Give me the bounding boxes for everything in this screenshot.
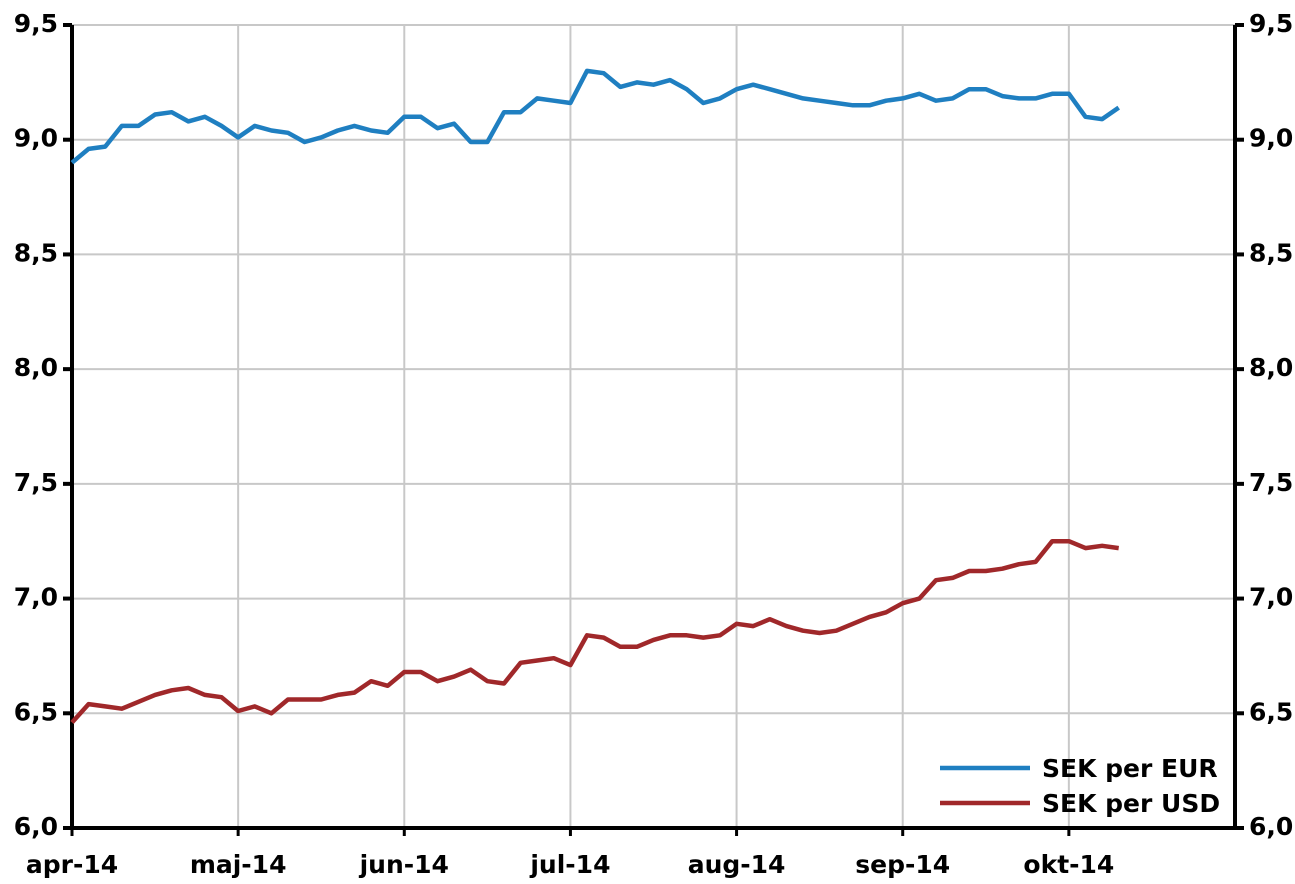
x-tick-label: sep-14 (855, 850, 950, 879)
y-tick-label: 7,0 (14, 583, 58, 612)
y2-tick-label: 8,5 (1249, 238, 1293, 267)
x-tick-label: okt-14 (1023, 850, 1114, 879)
y-tick-label: 9,0 (14, 124, 58, 153)
y-tick-label: 7,5 (14, 468, 58, 497)
y2-tick-label: 7,0 (1249, 583, 1293, 612)
y-tick-label: 6,0 (14, 812, 58, 841)
y2-tick-label: 6,0 (1249, 812, 1293, 841)
y2-tick-label: 9,5 (1249, 9, 1293, 38)
y-tick-label: 6,5 (14, 697, 58, 726)
y2-tick-label: 7,5 (1249, 468, 1293, 497)
x-tick-label: jun-14 (359, 850, 449, 879)
y2-tick-label: 9,0 (1249, 124, 1293, 153)
y-tick-label: 8,5 (14, 238, 58, 267)
x-tick-label: maj-14 (190, 850, 287, 879)
line-series (70, 538, 1120, 725)
y-tick-label: 9,5 (14, 9, 58, 38)
y-tick-label: 8,0 (14, 353, 58, 382)
legend-label: SEK per EUR (1042, 754, 1218, 783)
x-tick-label: apr-14 (26, 850, 118, 879)
legend-label: SEK per USD (1042, 789, 1220, 818)
x-tick-label: jul-14 (529, 850, 610, 879)
y2-tick-label: 8,0 (1249, 353, 1293, 382)
y2-tick-label: 6,5 (1249, 697, 1293, 726)
line-series (70, 68, 1120, 165)
x-tick-label: aug-14 (688, 850, 786, 879)
